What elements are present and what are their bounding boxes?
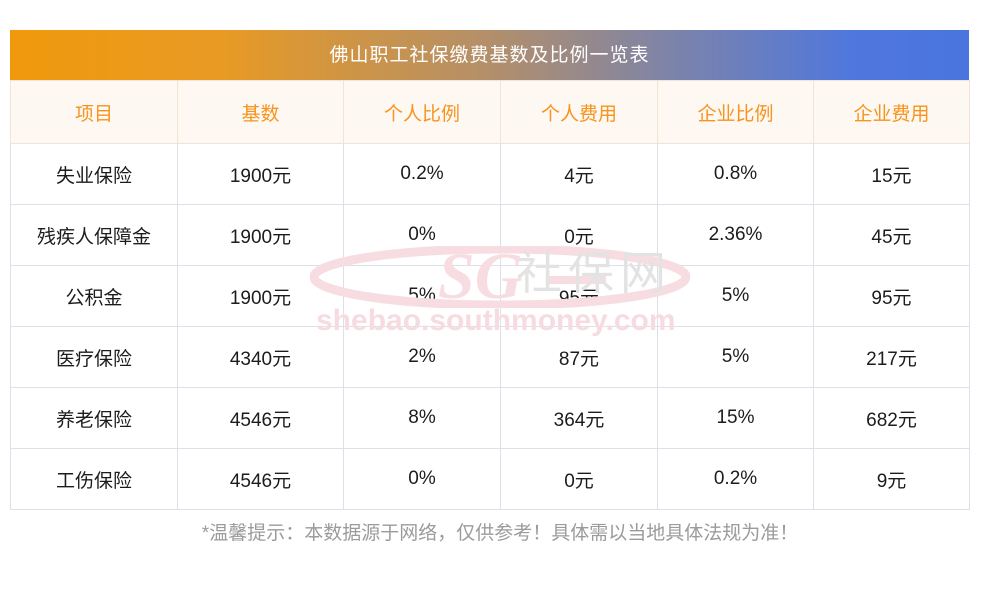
cell-company-rate: 2.36%	[657, 204, 814, 266]
cell-base: 1900元	[177, 143, 344, 205]
cell-base: 1900元	[177, 265, 344, 327]
cell-item: 失业保险	[10, 143, 178, 205]
column-header-company-rate: 企业比例	[657, 80, 814, 144]
cell-personal-fee: 364元	[500, 387, 658, 449]
cell-personal-fee: 4元	[500, 143, 658, 205]
cell-personal-rate: 0%	[343, 204, 501, 266]
table-row: 失业保险 1900元 0.2% 4元 0.8% 15元	[10, 143, 970, 205]
cell-item: 工伤保险	[10, 448, 178, 510]
table-row: 工伤保险 4546元 0% 0元 0.2% 9元	[10, 448, 970, 510]
table-row: 残疾人保障金 1900元 0% 0元 2.36% 45元	[10, 204, 970, 266]
cell-personal-rate: 5%	[343, 265, 501, 327]
cell-company-rate: 5%	[657, 326, 814, 388]
cell-company-rate: 0.8%	[657, 143, 814, 205]
cell-personal-fee: 0元	[500, 204, 658, 266]
cell-company-fee: 217元	[813, 326, 970, 388]
footer-note: *温馨提示：本数据源于网络，仅供参考！具体需以当地具体法规为准！	[201, 523, 799, 544]
table-row: 公积金 1900元 5% 95元 5% 95元	[10, 265, 970, 327]
cell-company-fee: 9元	[813, 448, 970, 510]
social-insurance-table: 项目 基数 个人比例 个人费用 企业比例 企业费用 失业保险 1900元 0.2…	[10, 80, 970, 510]
table-title-bar: 佛山职工社保缴费基数及比例一览表	[10, 30, 969, 80]
table-row: 养老保险 4546元 8% 364元 15% 682元	[10, 387, 970, 449]
column-header-company-fee: 企业费用	[813, 80, 970, 144]
cell-personal-rate: 0%	[343, 448, 501, 510]
table-header-row: 项目 基数 个人比例 个人费用 企业比例 企业费用	[10, 80, 970, 144]
column-header-item: 项目	[10, 80, 178, 144]
cell-personal-rate: 0.2%	[343, 143, 501, 205]
cell-item: 养老保险	[10, 387, 178, 449]
social-insurance-table-wrap: 项目 基数 个人比例 个人费用 企业比例 企业费用 失业保险 1900元 0.2…	[10, 80, 970, 510]
cell-personal-rate: 8%	[343, 387, 501, 449]
cell-company-rate: 15%	[657, 387, 814, 449]
cell-base: 4340元	[177, 326, 344, 388]
table-header: 项目 基数 个人比例 个人费用 企业比例 企业费用	[10, 80, 970, 144]
column-header-personal-rate: 个人比例	[343, 80, 501, 144]
cell-personal-rate: 2%	[343, 326, 501, 388]
column-header-personal-fee: 个人费用	[500, 80, 658, 144]
cell-base: 1900元	[177, 204, 344, 266]
cell-company-fee: 15元	[813, 143, 970, 205]
cell-item: 公积金	[10, 265, 178, 327]
cell-personal-fee: 0元	[500, 448, 658, 510]
cell-company-rate: 5%	[657, 265, 814, 327]
cell-personal-fee: 87元	[500, 326, 658, 388]
cell-company-fee: 45元	[813, 204, 970, 266]
cell-company-rate: 0.2%	[657, 448, 814, 510]
cell-item: 残疾人保障金	[10, 204, 178, 266]
table-body: 失业保险 1900元 0.2% 4元 0.8% 15元 残疾人保障金 1900元…	[10, 143, 970, 510]
table-row: 医疗保险 4340元 2% 87元 5% 217元	[10, 326, 970, 388]
cell-company-fee: 95元	[813, 265, 970, 327]
cell-personal-fee: 95元	[500, 265, 658, 327]
column-header-base: 基数	[177, 80, 344, 144]
page-title: 佛山职工社保缴费基数及比例一览表	[329, 44, 650, 66]
cell-base: 4546元	[177, 387, 344, 449]
cell-company-fee: 682元	[813, 387, 970, 449]
cell-item: 医疗保险	[10, 326, 178, 388]
cell-base: 4546元	[177, 448, 344, 510]
